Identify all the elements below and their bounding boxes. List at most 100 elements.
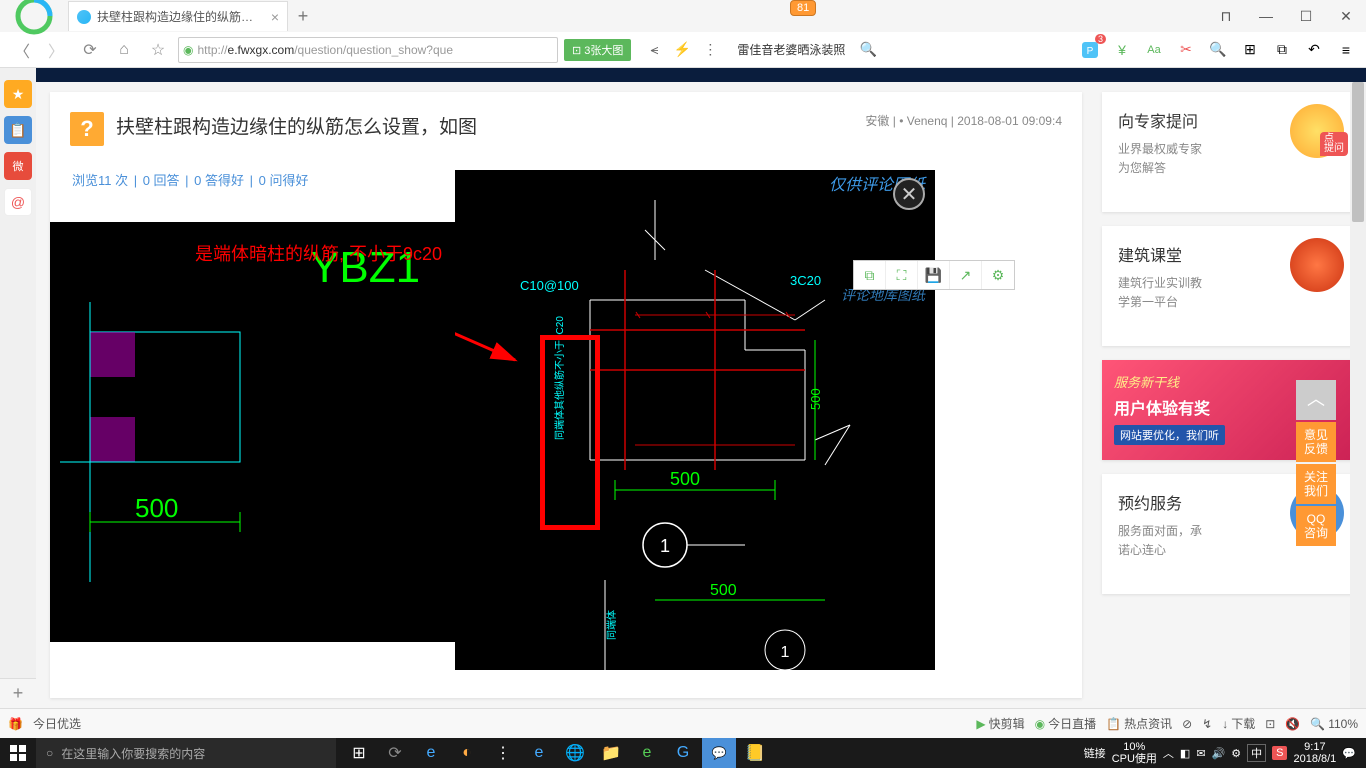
speed-icon[interactable]: ↯ bbox=[1202, 717, 1212, 731]
ime-icon[interactable]: S bbox=[1272, 746, 1287, 760]
qq-button[interactable]: QQ 咨询 bbox=[1296, 506, 1336, 546]
ask-badge[interactable]: 点 提问 bbox=[1320, 132, 1348, 156]
app-icon[interactable]: ◐ bbox=[450, 738, 484, 768]
zoom-display[interactable]: 🔍 110% bbox=[1310, 717, 1358, 731]
lb-share-icon[interactable]: ↗ bbox=[950, 261, 982, 289]
image-count-button[interactable]: ⊡ 3张大图 bbox=[564, 39, 631, 61]
mute-icon[interactable]: 🔇 bbox=[1285, 717, 1300, 731]
live-link[interactable]: ◉今日直播 bbox=[1035, 715, 1097, 732]
gift-icon[interactable]: 🎁 bbox=[8, 717, 23, 731]
tray-icon[interactable]: ✉ bbox=[1196, 747, 1205, 760]
today-picks[interactable]: 今日优选 bbox=[33, 715, 81, 732]
back-button[interactable]: 〈 bbox=[8, 36, 36, 64]
chrome-icon[interactable]: 🌐 bbox=[558, 738, 592, 768]
lb-fullscreen-icon[interactable]: ⛶ bbox=[886, 261, 918, 289]
taskview-icon[interactable]: ⊞ bbox=[342, 738, 376, 768]
pin-news[interactable]: 📋 bbox=[4, 116, 32, 144]
minimize-button[interactable]: — bbox=[1246, 1, 1286, 31]
side-card-expert[interactable]: 向专家提问 业界最权威专家 为您解答 bbox=[1102, 92, 1352, 212]
scrollbar-thumb[interactable] bbox=[1352, 82, 1364, 222]
taskbar-search[interactable]: ○ 在这里输入你要搜索的内容 bbox=[36, 738, 336, 768]
tab-close-icon[interactable]: × bbox=[271, 9, 279, 25]
taskbar-apps: ⊞ ⟳ e ◐ ⋮ e 🌐 📁 e G 💬 📒 bbox=[342, 738, 772, 768]
feedback-button[interactable]: 意见 反馈 bbox=[1296, 422, 1336, 462]
question-header: ? 扶壁柱跟构造边缘住的纵筋怎么设置，如图 安徽 | • Venenq | 20… bbox=[70, 112, 1062, 146]
image-count-label: 3张大图 bbox=[584, 45, 623, 57]
app-icon[interactable]: ⟳ bbox=[378, 738, 412, 768]
forward-button[interactable]: 〉 bbox=[42, 36, 70, 64]
bolt-icon[interactable]: ⚡ bbox=[673, 41, 691, 59]
start-button[interactable] bbox=[0, 738, 36, 768]
undo-icon[interactable]: ↶ bbox=[1302, 38, 1326, 62]
menu-icon[interactable]: ≡ bbox=[1334, 38, 1358, 62]
address-bar[interactable]: ◉ http:// e.fwxgx.com /question/question… bbox=[178, 37, 558, 63]
stat-answers[interactable]: 0 回答 bbox=[143, 173, 180, 188]
zoom-icon[interactable]: 🔍 bbox=[1206, 38, 1230, 62]
notifications-icon[interactable]: 💬 bbox=[1342, 747, 1356, 760]
ie-icon[interactable]: e bbox=[522, 738, 556, 768]
block-icon[interactable]: ⊘ bbox=[1182, 717, 1192, 731]
grid-icon[interactable]: ⊞ bbox=[1238, 38, 1262, 62]
svg-text:1: 1 bbox=[660, 536, 670, 556]
follow-button[interactable]: 关注 我们 bbox=[1296, 464, 1336, 504]
multiwin-icon[interactable]: ⧉ bbox=[1270, 38, 1294, 62]
side-card-class[interactable]: 建筑课堂 建筑行业实训教 学第一平台 bbox=[1102, 226, 1352, 346]
window-controls: ⊓ — ☐ ✕ bbox=[1206, 1, 1366, 31]
notification-badge[interactable]: 81 bbox=[790, 0, 816, 16]
pin-favorites[interactable]: ★ bbox=[4, 80, 32, 108]
tray-link[interactable]: 链接 bbox=[1084, 745, 1106, 761]
app-icon[interactable]: 💬 bbox=[702, 738, 736, 768]
ext-icon-3[interactable]: Aa bbox=[1142, 38, 1166, 62]
home-button[interactable]: ⌂ bbox=[110, 36, 138, 64]
scissors-icon[interactable]: ✂ bbox=[1174, 38, 1198, 62]
cad-image-left: YBZ1 500 bbox=[50, 222, 500, 642]
app-icon[interactable]: 📒 bbox=[738, 738, 772, 768]
search-suggestion[interactable]: 雷佳音老婆晒泳装照 bbox=[737, 41, 845, 58]
scroll-top-button[interactable]: ︿ bbox=[1296, 380, 1336, 420]
ime-indicator[interactable]: 中 bbox=[1247, 744, 1266, 762]
more-icon[interactable]: ⋮ bbox=[701, 41, 719, 59]
quickedit-link[interactable]: ▶快剪辑 bbox=[976, 715, 1024, 732]
explorer-icon[interactable]: 📁 bbox=[594, 738, 628, 768]
reload-button[interactable]: ⟳ bbox=[76, 36, 104, 64]
ext-icon-2[interactable]: ¥ bbox=[1110, 38, 1134, 62]
lightbox-close-button[interactable]: ✕ bbox=[893, 178, 925, 210]
tray-up-icon[interactable]: ︿ bbox=[1163, 745, 1174, 761]
vertical-scrollbar[interactable] bbox=[1350, 82, 1366, 708]
annotation-red-box bbox=[540, 335, 600, 530]
cpu-meter[interactable]: 10%CPU使用 bbox=[1112, 741, 1157, 765]
new-tab-button[interactable]: + bbox=[288, 6, 318, 27]
pin-email[interactable]: @ bbox=[4, 188, 32, 216]
app-icon[interactable]: G bbox=[666, 738, 700, 768]
hotnews-link[interactable]: 📋热点资讯 bbox=[1106, 715, 1172, 732]
browser-logo[interactable] bbox=[0, 0, 68, 32]
address-icons: ⪪ ⚡ ⋮ bbox=[645, 41, 719, 59]
tray-icon[interactable]: ◧ bbox=[1180, 747, 1190, 760]
ext-icon-1[interactable]: P 3 bbox=[1078, 38, 1102, 62]
stat-views: 浏览11 次 bbox=[72, 173, 128, 188]
pin-window-button[interactable]: ⊓ bbox=[1206, 1, 1246, 31]
tray-volume-icon[interactable]: 🔊 bbox=[1212, 747, 1226, 760]
browser-tab[interactable]: 扶壁柱跟构造边缘住的纵筋怎么设 × bbox=[68, 1, 288, 31]
360-icon[interactable]: e bbox=[630, 738, 664, 768]
stat-ask[interactable]: 0 问得好 bbox=[259, 173, 309, 188]
lb-settings-icon[interactable]: ⚙ bbox=[982, 261, 1014, 289]
pip-icon[interactable]: ⊡ bbox=[1265, 717, 1275, 731]
share-icon[interactable]: ⪪ bbox=[645, 41, 663, 59]
maximize-button[interactable]: ☐ bbox=[1286, 1, 1326, 31]
add-pin-button[interactable]: + bbox=[0, 678, 36, 708]
clock[interactable]: 9:172018/8/1 bbox=[1293, 741, 1336, 765]
favorite-button[interactable]: ☆ bbox=[144, 36, 172, 64]
annotation-text: 是端体暗柱的纵筋, 不小于9c20 bbox=[195, 240, 442, 266]
app-icon[interactable]: ⋮ bbox=[486, 738, 520, 768]
lb-copy-icon[interactable]: ⧉ bbox=[854, 261, 886, 289]
edge-icon[interactable]: e bbox=[414, 738, 448, 768]
search-icon[interactable]: 🔍 bbox=[859, 41, 877, 59]
status-right: ▶快剪辑 ◉今日直播 📋热点资讯 ⊘ ↯ ↓ 下载 ⊡ 🔇 🔍 110% bbox=[976, 715, 1358, 732]
lb-save-icon[interactable]: 💾 bbox=[918, 261, 950, 289]
download-link[interactable]: ↓ 下载 bbox=[1222, 715, 1255, 732]
tray-icon[interactable]: ⚙ bbox=[1231, 747, 1241, 760]
stat-good[interactable]: 0 答得好 bbox=[194, 173, 244, 188]
close-window-button[interactable]: ✕ bbox=[1326, 1, 1366, 31]
pin-weibo[interactable]: 微 bbox=[4, 152, 32, 180]
